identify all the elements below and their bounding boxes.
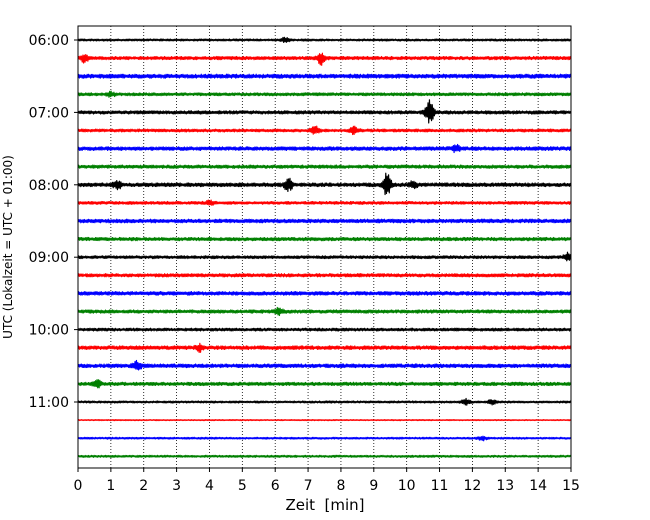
trace-line bbox=[77, 306, 572, 317]
trace-line bbox=[77, 125, 572, 136]
trace-line bbox=[77, 454, 572, 458]
trace-line bbox=[77, 143, 572, 154]
x-tick-label: 12 bbox=[463, 478, 481, 494]
trace-line bbox=[77, 172, 572, 196]
x-tick-label: 8 bbox=[336, 478, 345, 494]
x-tick-label: 10 bbox=[398, 478, 416, 494]
y-tick-label: 06:00 bbox=[29, 33, 69, 49]
y-ticks: 06:00 07:00 08:00 09:00 10:00 11:00 bbox=[29, 33, 78, 411]
plot-frame bbox=[77, 25, 572, 469]
y-tick-label: 08:00 bbox=[29, 178, 69, 194]
trace-line bbox=[77, 251, 572, 262]
y-axis-title: UTC (Lokalzeit = UTC + 01:00) bbox=[1, 155, 15, 339]
trace-line bbox=[77, 342, 572, 354]
trace-line bbox=[77, 419, 572, 422]
trace-line bbox=[77, 291, 572, 296]
trace-line bbox=[77, 73, 572, 79]
x-tick-label: 3 bbox=[172, 478, 181, 494]
x-tick-label: 1 bbox=[106, 478, 115, 494]
x-tick-label: 7 bbox=[304, 478, 313, 494]
x-tick-label: 9 bbox=[369, 478, 378, 494]
y-tick-label: 10:00 bbox=[29, 323, 69, 339]
x-tick-label: 15 bbox=[562, 478, 580, 494]
trace-line bbox=[77, 236, 572, 242]
trace-line bbox=[77, 379, 572, 389]
x-tick-label: 2 bbox=[139, 478, 148, 494]
y-tick-label: 07:00 bbox=[29, 105, 69, 121]
trace-line bbox=[77, 90, 572, 98]
x-tick-label: 0 bbox=[74, 478, 83, 494]
x-ticks: 0 1 2 3 4 5 6 7 8 9 10 11 12 13 14 15 bbox=[74, 468, 580, 494]
x-tick-label: 5 bbox=[238, 478, 247, 494]
x-tick-label: 13 bbox=[496, 478, 514, 494]
trace-line bbox=[77, 36, 572, 44]
trace-line bbox=[77, 435, 572, 442]
trace-line bbox=[77, 273, 572, 278]
trace-lines bbox=[77, 36, 572, 458]
x-tick-label: 11 bbox=[431, 478, 449, 494]
trace-line bbox=[77, 99, 572, 124]
trace-line bbox=[77, 164, 572, 169]
trace-line bbox=[77, 199, 572, 206]
x-tick-label: 4 bbox=[205, 478, 214, 494]
y-tick-label: 09:00 bbox=[29, 250, 69, 266]
trace-line bbox=[77, 218, 572, 224]
trace-line bbox=[77, 359, 572, 371]
x-axis-title: Zeit [min] bbox=[285, 496, 364, 514]
trace-line bbox=[77, 52, 572, 66]
x-tick-label: 14 bbox=[529, 478, 547, 494]
trace-line bbox=[77, 327, 572, 332]
y-tick-label: 11:00 bbox=[29, 395, 69, 411]
x-tick-label: 6 bbox=[271, 478, 280, 494]
trace-line bbox=[77, 397, 572, 406]
